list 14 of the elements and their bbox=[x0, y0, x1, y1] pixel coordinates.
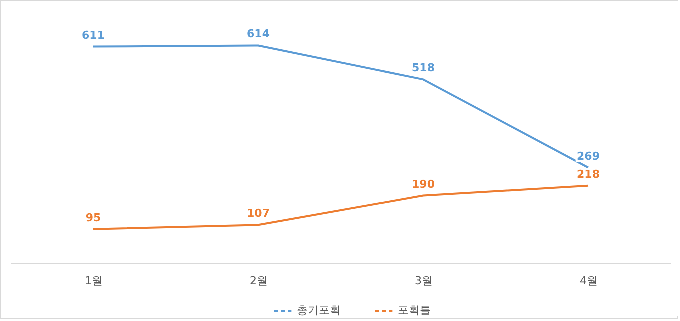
x-tick-label: 1월 bbox=[85, 274, 103, 288]
data-label: 218 bbox=[577, 168, 600, 181]
data-label: 269 bbox=[577, 150, 600, 163]
data-label: 190 bbox=[412, 178, 436, 191]
data-label: 518 bbox=[412, 62, 435, 75]
x-tick-label: 2월 bbox=[250, 274, 268, 288]
legend-label: 총기포획 bbox=[297, 304, 341, 317]
x-tick-label: 4월 bbox=[580, 274, 598, 288]
x-tick-label: 3월 bbox=[415, 274, 433, 288]
data-label: 614 bbox=[247, 28, 270, 41]
data-label: 611 bbox=[82, 28, 105, 42]
data-label: 95 bbox=[86, 211, 102, 224]
data-label: 107 bbox=[247, 207, 270, 220]
legend-label: 포획틀 bbox=[398, 304, 431, 317]
